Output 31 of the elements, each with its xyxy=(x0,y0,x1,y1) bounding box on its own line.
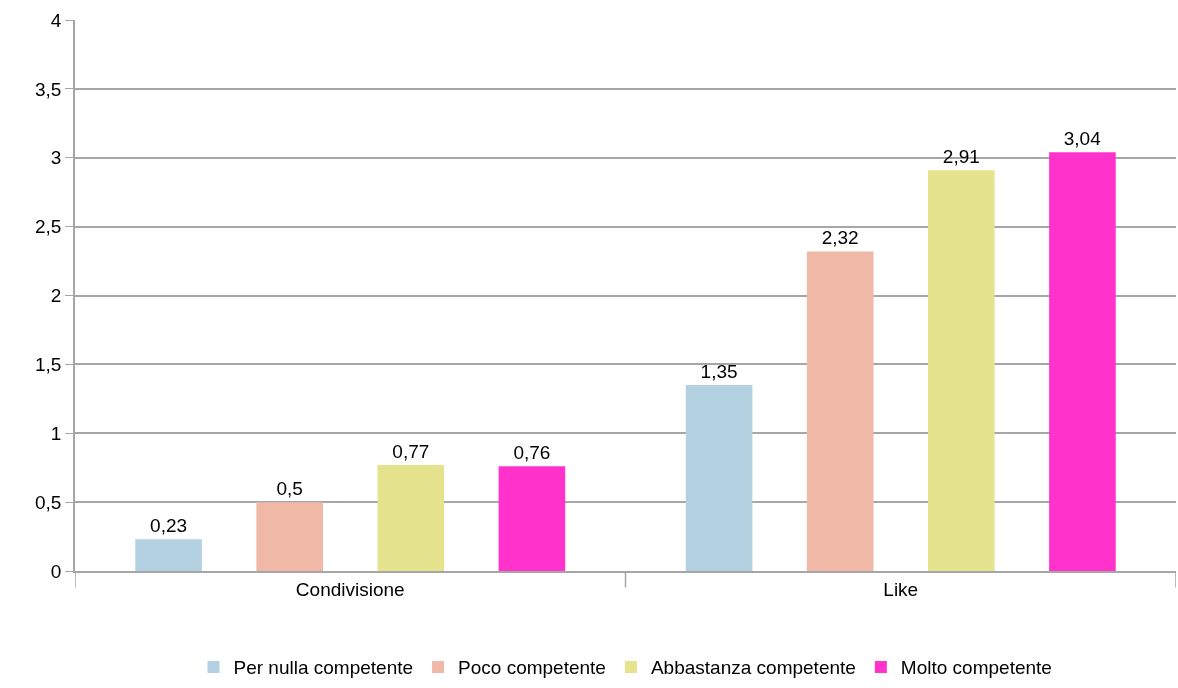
legend-label: Poco competente xyxy=(458,657,606,679)
bar xyxy=(256,502,323,571)
data-label: 0,23 xyxy=(150,515,188,537)
data-label: 2,91 xyxy=(942,146,980,168)
y-tick-label: 1 xyxy=(50,422,62,444)
bar xyxy=(1049,152,1116,571)
y-tick-label: 4 xyxy=(50,9,62,31)
data-label: 1,35 xyxy=(700,361,738,383)
x-tick-label: Like xyxy=(883,578,919,600)
data-label: 2,32 xyxy=(821,227,859,249)
y-tick-label: 2,5 xyxy=(35,216,62,238)
y-tick-label: 0,5 xyxy=(35,491,62,513)
y-tick-label: 1,5 xyxy=(35,354,62,376)
bar xyxy=(806,251,874,571)
legend-label: Per nulla competente xyxy=(233,657,414,679)
data-label: 0,77 xyxy=(392,440,430,462)
data-label: 0,5 xyxy=(276,478,303,500)
y-tick-label: 3,5 xyxy=(35,78,62,100)
bar xyxy=(685,385,753,571)
bar xyxy=(498,466,566,571)
x-tick-label: Condivisione xyxy=(295,578,405,600)
bar xyxy=(928,170,995,571)
data-label: 3,04 xyxy=(1063,128,1102,150)
legend-label: Abbastanza competente xyxy=(650,657,856,679)
y-tick-label: 2 xyxy=(50,285,62,307)
y-tick-label: 3 xyxy=(50,147,62,169)
bar xyxy=(135,539,202,571)
bar xyxy=(377,464,445,571)
legend-label: Molto competente xyxy=(900,657,1052,679)
y-tick-label: 0 xyxy=(50,560,62,582)
data-label: 0,76 xyxy=(513,442,551,464)
